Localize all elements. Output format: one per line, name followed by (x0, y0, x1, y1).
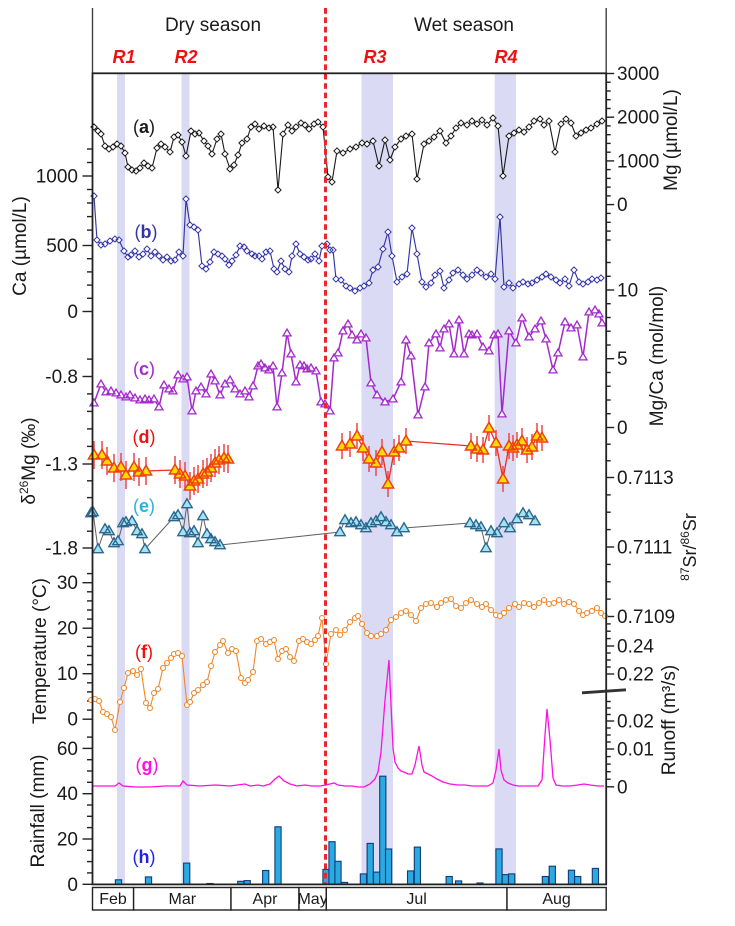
svg-text:Wet season: Wet season (414, 15, 514, 36)
svg-text:-1.3: -1.3 (45, 455, 78, 476)
svg-text:0.01: 0.01 (617, 740, 654, 761)
svg-text:R2: R2 (174, 47, 197, 67)
svg-text:R3: R3 (363, 47, 386, 67)
svg-text:Ca (µmol/L): Ca (µmol/L) (10, 196, 31, 296)
svg-text:Aug: Aug (542, 891, 570, 908)
svg-text:Apr: Apr (253, 891, 279, 908)
svg-text:0.24: 0.24 (617, 637, 654, 658)
svg-text:(h): (h) (133, 847, 156, 867)
svg-text:Mg (µmol/L): Mg (µmol/L) (661, 89, 682, 191)
svg-text:(g): (g) (136, 755, 159, 775)
svg-text:0.7111: 0.7111 (617, 538, 672, 559)
svg-text:0.02: 0.02 (617, 712, 654, 733)
svg-text:2000: 2000 (617, 108, 659, 129)
svg-text:3000: 3000 (617, 64, 659, 85)
svg-text:(e): (e) (133, 496, 155, 516)
svg-text:20: 20 (57, 619, 78, 640)
svg-text:May: May (297, 891, 327, 908)
svg-text:5: 5 (617, 349, 628, 370)
svg-text:Feb: Feb (99, 891, 127, 908)
svg-text:R1: R1 (112, 47, 135, 67)
svg-text:20: 20 (57, 830, 78, 851)
svg-text:Jul: Jul (406, 891, 426, 908)
svg-text:87Sr/86Sr: 87Sr/86Sr (678, 513, 700, 581)
svg-text:R4: R4 (494, 47, 517, 67)
svg-text:(a): (a) (133, 117, 155, 137)
svg-text:0.7109: 0.7109 (617, 607, 675, 628)
svg-text:(b): (b) (135, 222, 158, 242)
svg-text:0: 0 (617, 195, 628, 216)
svg-text:10: 10 (57, 664, 78, 685)
svg-text:Dry season: Dry season (165, 15, 261, 36)
svg-text:0: 0 (67, 875, 78, 896)
svg-text:30: 30 (57, 573, 78, 594)
svg-text:1000: 1000 (36, 167, 78, 188)
svg-text:-1.8: -1.8 (45, 539, 78, 560)
svg-text:Rainfall (mm): Rainfall (mm) (28, 755, 49, 868)
svg-text:1000: 1000 (617, 151, 659, 172)
svg-text:(d): (d) (133, 427, 156, 447)
svg-text:0.22: 0.22 (617, 665, 654, 686)
svg-text:10: 10 (617, 281, 638, 302)
svg-text:(f): (f) (135, 642, 153, 662)
svg-text:500: 500 (46, 236, 78, 257)
svg-text:0: 0 (617, 777, 628, 798)
svg-text:Mar: Mar (169, 891, 197, 908)
svg-text:0.7113: 0.7113 (617, 468, 674, 489)
svg-text:0: 0 (617, 418, 628, 439)
svg-text:40: 40 (57, 784, 78, 805)
svg-text:60: 60 (57, 739, 78, 760)
svg-text:0: 0 (67, 302, 78, 323)
svg-text:Mg/Ca (mol/mol): Mg/Ca (mol/mol) (647, 286, 668, 426)
svg-text:Temperature (°C): Temperature (°C) (30, 578, 51, 724)
svg-text:(c): (c) (133, 359, 155, 379)
svg-text:0: 0 (67, 710, 78, 731)
svg-text:Runoff (m³/s): Runoff (m³/s) (659, 665, 680, 776)
svg-text:-0.8: -0.8 (45, 367, 78, 388)
